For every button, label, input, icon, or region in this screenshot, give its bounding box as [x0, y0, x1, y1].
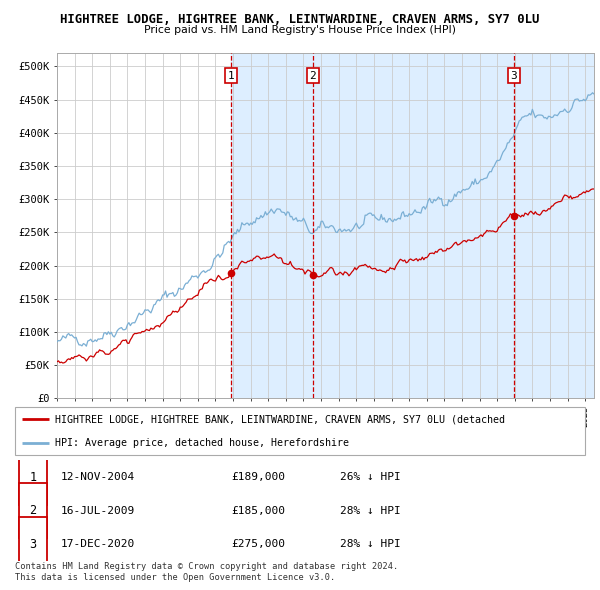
Text: 16-JUL-2009: 16-JUL-2009: [61, 506, 135, 516]
Bar: [231, 53, 313, 398]
Text: 28% ↓ HPI: 28% ↓ HPI: [340, 506, 401, 516]
Text: 28% ↓ HPI: 28% ↓ HPI: [340, 539, 401, 549]
FancyBboxPatch shape: [19, 449, 47, 505]
FancyBboxPatch shape: [19, 483, 47, 539]
Text: £189,000: £189,000: [231, 472, 285, 482]
Text: 17-DEC-2020: 17-DEC-2020: [61, 539, 135, 549]
Text: £275,000: £275,000: [231, 539, 285, 549]
Text: 3: 3: [511, 71, 517, 80]
Text: 2: 2: [29, 504, 36, 517]
Text: Price paid vs. HM Land Registry's House Price Index (HPI): Price paid vs. HM Land Registry's House …: [144, 25, 456, 35]
Text: 2: 2: [310, 71, 316, 80]
Text: 1: 1: [29, 470, 36, 484]
Text: £185,000: £185,000: [231, 506, 285, 516]
Text: 1: 1: [227, 71, 234, 80]
Bar: [313, 53, 514, 398]
Text: 3: 3: [29, 537, 36, 551]
Text: Contains HM Land Registry data © Crown copyright and database right 2024.
This d: Contains HM Land Registry data © Crown c…: [15, 562, 398, 582]
Text: HPI: Average price, detached house, Herefordshire: HPI: Average price, detached house, Here…: [55, 438, 349, 448]
FancyBboxPatch shape: [15, 408, 585, 455]
Text: 12-NOV-2004: 12-NOV-2004: [61, 472, 135, 482]
Text: HIGHTREE LODGE, HIGHTREE BANK, LEINTWARDINE, CRAVEN ARMS, SY7 0LU: HIGHTREE LODGE, HIGHTREE BANK, LEINTWARD…: [61, 13, 539, 26]
Text: HIGHTREE LODGE, HIGHTREE BANK, LEINTWARDINE, CRAVEN ARMS, SY7 0LU (detached: HIGHTREE LODGE, HIGHTREE BANK, LEINTWARD…: [55, 414, 505, 424]
Bar: [514, 53, 594, 398]
Text: 26% ↓ HPI: 26% ↓ HPI: [340, 472, 401, 482]
FancyBboxPatch shape: [19, 516, 47, 572]
